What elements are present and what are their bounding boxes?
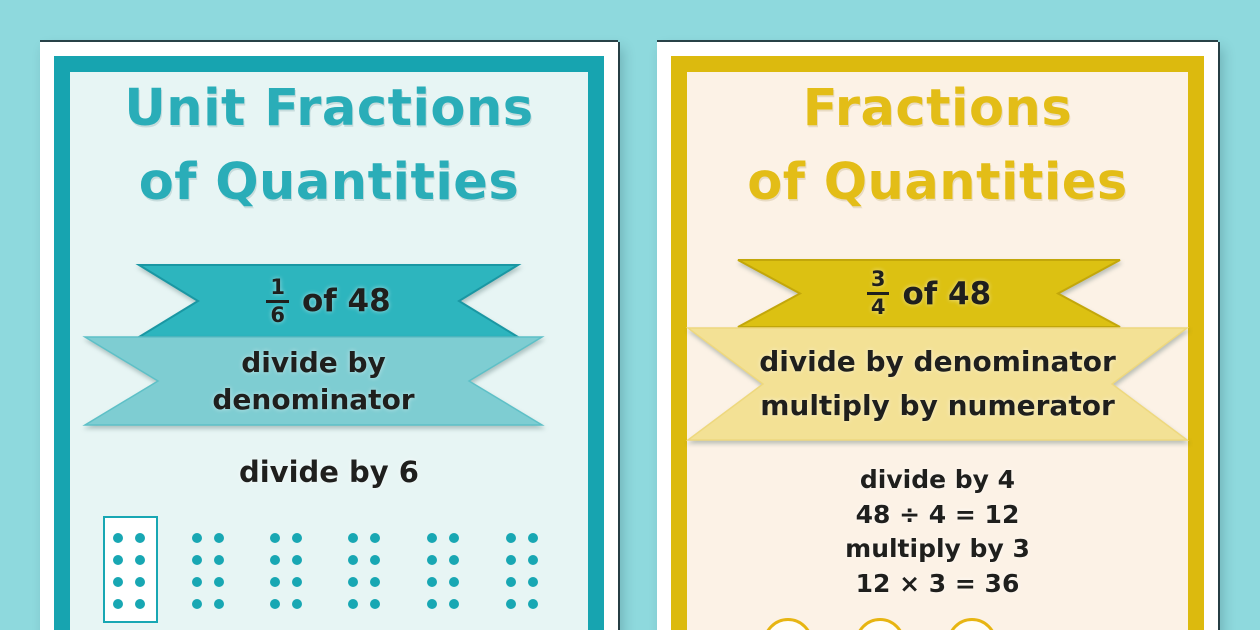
step-line-4: 12 × 3 = 36 — [855, 568, 1020, 598]
counter-dot — [135, 555, 145, 565]
fraction-denominator: 6 — [270, 302, 285, 327]
counter-dot — [528, 533, 538, 543]
rule-text: divide by denominator multiply by numera… — [688, 328, 1187, 440]
fraction-ribbon: 3 4 of 48 — [737, 259, 1121, 328]
page-title: Fractions of Quantities — [657, 72, 1218, 220]
rule-line-2: multiply by numerator — [760, 389, 1115, 422]
fraction-numerator: 3 — [866, 268, 890, 295]
counter-dot — [528, 599, 538, 609]
counter-dot — [214, 577, 224, 587]
ribbon-banner-shape — [82, 336, 545, 426]
counter-dot — [292, 599, 302, 609]
rule-ribbon: divide by denominator — [82, 336, 545, 426]
counter-dot — [427, 599, 437, 609]
counter-dot — [449, 599, 459, 609]
counter-dot — [270, 577, 280, 587]
counter-dot — [270, 599, 280, 609]
dot-group — [107, 527, 151, 615]
counter-dot — [528, 577, 538, 587]
counter-dot — [292, 555, 302, 565]
counter-dot — [348, 599, 358, 609]
fraction-ribbon: 1 6 of 48 — [135, 264, 522, 338]
counter-dot — [113, 555, 123, 565]
counter-dot — [348, 555, 358, 565]
counter-dot — [135, 599, 145, 609]
step-text: divide by 6 — [238, 455, 419, 489]
poster-unit-fractions: Unit Fractions of Quantities 1 6 of 48 — [40, 42, 618, 630]
fraction: 3 4 — [866, 268, 890, 319]
counter-dot — [192, 555, 202, 565]
worked-steps: divide by 4 48 ÷ 4 = 12 multiply by 3 12… — [657, 463, 1218, 601]
page-title: Unit Fractions of Quantities — [40, 72, 618, 220]
fraction-of-text: of 48 — [902, 275, 992, 312]
counter-dot — [506, 577, 516, 587]
poster-fractions: Fractions of Quantities 3 4 of 48 — [657, 42, 1218, 630]
counter-dot — [506, 555, 516, 565]
fraction-of-text: of 48 — [301, 283, 391, 319]
title-line-1: Unit Fractions — [124, 79, 534, 138]
counter-dot — [348, 577, 358, 587]
ribbon-banner-shape — [737, 259, 1121, 328]
highlighted-group-box — [103, 516, 158, 623]
rule-line-2: denominator — [212, 383, 415, 416]
dot-group — [186, 527, 230, 615]
counter-dot — [370, 577, 380, 587]
dot-array — [40, 527, 618, 615]
counter-dot — [214, 599, 224, 609]
counter-dot — [506, 533, 516, 543]
dot-group — [264, 527, 308, 615]
ribbon-banner-shape — [685, 327, 1190, 441]
fraction-expression: 3 4 of 48 — [738, 260, 1120, 327]
counter-dot — [528, 555, 538, 565]
counter-dot — [135, 533, 145, 543]
dot-group — [421, 527, 465, 615]
counter-dot — [113, 577, 123, 587]
fraction-denominator: 4 — [870, 295, 886, 319]
dot-group — [500, 527, 544, 615]
counter-dot — [427, 533, 437, 543]
circle-groups — [763, 618, 997, 630]
step-line-2: 48 ÷ 4 = 12 — [855, 499, 1020, 529]
counter-dot — [214, 555, 224, 565]
counter-dot — [135, 577, 145, 587]
group-circle — [855, 618, 905, 630]
fraction: 1 6 — [266, 276, 289, 326]
counter-dot — [292, 533, 302, 543]
rule-line-1: divide by denominator — [759, 345, 1116, 378]
group-circle — [947, 618, 997, 630]
counter-dot — [113, 599, 123, 609]
counter-dot — [113, 533, 123, 543]
rule-line-1: divide by — [241, 346, 386, 379]
counter-dot — [449, 555, 459, 565]
counter-dot — [192, 599, 202, 609]
counter-dot — [214, 533, 224, 543]
counter-dot — [427, 577, 437, 587]
counter-dot — [506, 599, 516, 609]
counter-dot — [427, 555, 437, 565]
counter-dot — [370, 555, 380, 565]
counter-dot — [449, 533, 459, 543]
counter-dot — [370, 599, 380, 609]
counter-dot — [192, 577, 202, 587]
fraction-numerator: 1 — [266, 276, 289, 303]
title-line-2: of Quantities — [138, 153, 520, 212]
step-line-1: divide by 4 — [859, 465, 1016, 494]
dot-group — [342, 527, 386, 615]
title-line-2: of Quantities — [747, 153, 1128, 212]
counter-dot — [292, 577, 302, 587]
fraction-expression: 1 6 of 48 — [139, 265, 518, 337]
step-line-3: multiply by 3 — [845, 534, 1030, 563]
counter-dot — [270, 555, 280, 565]
group-circle — [763, 618, 813, 630]
title-line-1: Fractions — [802, 79, 1073, 138]
rule-ribbon: divide by denominator multiply by numera… — [685, 327, 1190, 441]
counter-dot — [192, 533, 202, 543]
counter-dot — [370, 533, 380, 543]
counter-dot — [348, 533, 358, 543]
counter-dot — [449, 577, 459, 587]
counter-dot — [270, 533, 280, 543]
rule-text: divide by denominator — [85, 337, 542, 425]
